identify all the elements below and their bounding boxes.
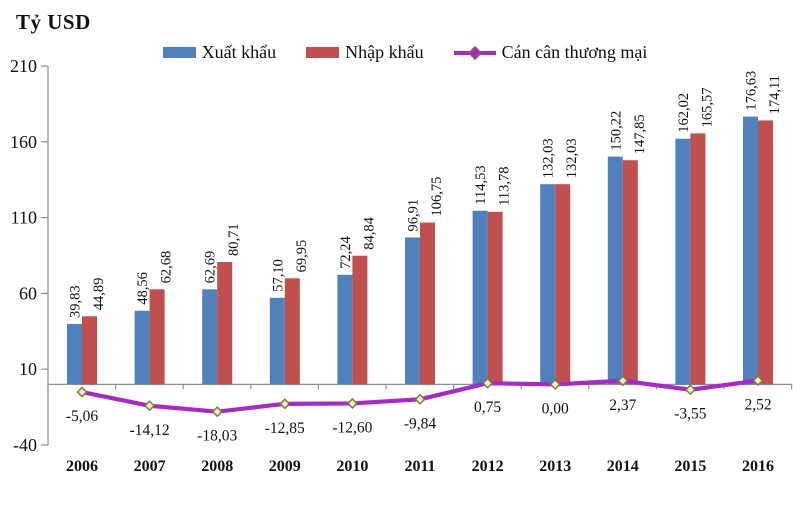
legend-label-exports: Xuất khẩu [201, 42, 277, 62]
x-axis-label-2010: 2010 [336, 458, 368, 475]
imports-swatch-icon [306, 47, 340, 58]
y-tick-label: 110 [11, 208, 37, 228]
exports-swatch-icon [162, 47, 196, 58]
bar-xuat-khau-2007 [134, 310, 150, 385]
bar-label-xuat-2010: 72,24 [338, 235, 354, 268]
y-tick-label: 160 [10, 132, 37, 152]
balance-marker-2010 [346, 397, 358, 410]
bar-nhap-khau-2014 [622, 160, 638, 385]
x-axis-label-2016: 2016 [742, 458, 774, 475]
balance-label-2011: -9,84 [404, 415, 437, 432]
balance-marker-2006 [76, 386, 88, 398]
bar-nhap-khau-2010 [352, 255, 368, 385]
balance-label-2009: -12,85 [265, 420, 305, 437]
y-tick-label: 10 [19, 359, 37, 379]
x-axis-label-2015: 2015 [674, 458, 706, 475]
balance-line-icon [453, 45, 496, 60]
x-axis-label-2009: 2009 [269, 458, 301, 475]
bar-label-nhap-2007: 62,68 [159, 251, 175, 284]
x-axis-label-2006: 2006 [66, 458, 98, 475]
bar-label-nhap-2015: 165,57 [699, 87, 715, 127]
bar-nhap-khau-2016 [758, 120, 773, 385]
bar-label-xuat-2016: 176,63 [744, 71, 760, 111]
balance-label-2010: -12,60 [332, 419, 372, 436]
balance-label-2012: 0,75 [474, 399, 501, 416]
bar-nhap-khau-2008 [217, 262, 233, 385]
legend-item-balance: Cán cân thương mại [453, 42, 648, 63]
bar-label-nhap-2014: 147,85 [632, 114, 648, 154]
bar-label-xuat-2012: 114,53 [473, 165, 489, 204]
balance-label-2015: -3,55 [674, 406, 707, 423]
bar-xuat-khau-2012 [472, 210, 488, 385]
bar-label-xuat-2013: 132,03 [541, 138, 557, 178]
bar-nhap-khau-2015 [690, 133, 706, 385]
balance-marker-2015 [684, 384, 696, 396]
bar-label-nhap-2010: 84,84 [361, 216, 377, 249]
x-axis-label-2013: 2013 [539, 458, 571, 475]
bar-label-nhap-2006: 44,89 [91, 278, 107, 311]
balance-label-2006: -5,06 [66, 408, 99, 425]
bar-nhap-khau-2011 [420, 222, 435, 385]
y-tick-label: -40 [13, 435, 37, 455]
bar-nhap-khau-2013 [555, 184, 571, 385]
bar-label-nhap-2012: 113,78 [497, 167, 513, 206]
balance-label-2014: 2,37 [609, 397, 636, 414]
bar-xuat-khau-2009 [269, 297, 285, 385]
bar-label-xuat-2009: 57,10 [270, 259, 286, 292]
bar-xuat-khau-2008 [202, 289, 218, 385]
x-axis-label-2007: 2007 [134, 458, 166, 475]
balance-label-2013: 0,00 [542, 400, 569, 417]
bar-nhap-khau-2009 [284, 278, 300, 385]
balance-label-2016: 2,52 [744, 397, 771, 414]
balance-marker-2013 [549, 378, 561, 390]
bar-nhap-khau-2007 [149, 289, 165, 385]
x-axis-label-2012: 2012 [472, 458, 504, 475]
bar-label-nhap-2016: 174,11 [767, 75, 783, 114]
bar-xuat-khau-2014 [607, 156, 623, 385]
bar-nhap-khau-2006 [82, 316, 97, 385]
balance-marker-2009 [279, 398, 291, 410]
legend-label-balance: Cán cân thương mại [501, 42, 648, 62]
bar-label-xuat-2008: 62,69 [203, 251, 219, 284]
x-axis-label-2014: 2014 [607, 458, 639, 475]
balance-marker-2016 [752, 374, 764, 387]
bar-label-nhap-2013: 132,03 [564, 138, 580, 178]
balance-marker-2007 [144, 400, 156, 412]
bar-nhap-khau-2012 [487, 211, 503, 385]
y-tick-label: 210 [10, 56, 37, 76]
balance-label-2008: -18,03 [197, 428, 237, 445]
balance-marker-2014 [617, 375, 629, 387]
bar-xuat-khau-2013 [540, 184, 556, 385]
chart-title: Tỷ USD [16, 10, 91, 34]
bar-label-nhap-2011: 106,75 [429, 177, 445, 217]
x-axis-label-2011: 2011 [404, 458, 435, 475]
balance-label-2007: -14,12 [130, 422, 170, 439]
bar-xuat-khau-2015 [675, 138, 691, 385]
bar-label-nhap-2009: 69,95 [294, 240, 310, 273]
legend: Xuất khẩu Nhập khẩu Cán cân thương mại [0, 42, 810, 63]
balance-marker-2008 [211, 406, 223, 418]
bar-label-xuat-2011: 96,91 [406, 199, 422, 232]
bar-label-nhap-2008: 80,71 [226, 223, 242, 256]
legend-item-exports: Xuất khẩu [162, 42, 277, 63]
bar-label-xuat-2015: 162,02 [676, 93, 692, 133]
legend-label-imports: Nhập khẩu [345, 42, 424, 62]
bar-xuat-khau-2010 [337, 274, 353, 385]
balance-marker-2012 [482, 377, 494, 389]
bar-label-xuat-2006: 39,83 [68, 285, 84, 318]
bar-label-xuat-2007: 48,56 [135, 272, 151, 305]
bar-xuat-khau-2011 [405, 237, 420, 385]
bar-label-xuat-2014: 150,22 [608, 111, 624, 151]
legend-item-imports: Nhập khẩu [306, 42, 424, 63]
y-tick-label: 60 [19, 283, 37, 303]
x-axis-label-2008: 2008 [201, 458, 233, 475]
bar-xuat-khau-2016 [743, 116, 758, 385]
bar-xuat-khau-2006 [67, 323, 82, 385]
balance-marker-2011 [414, 393, 426, 405]
